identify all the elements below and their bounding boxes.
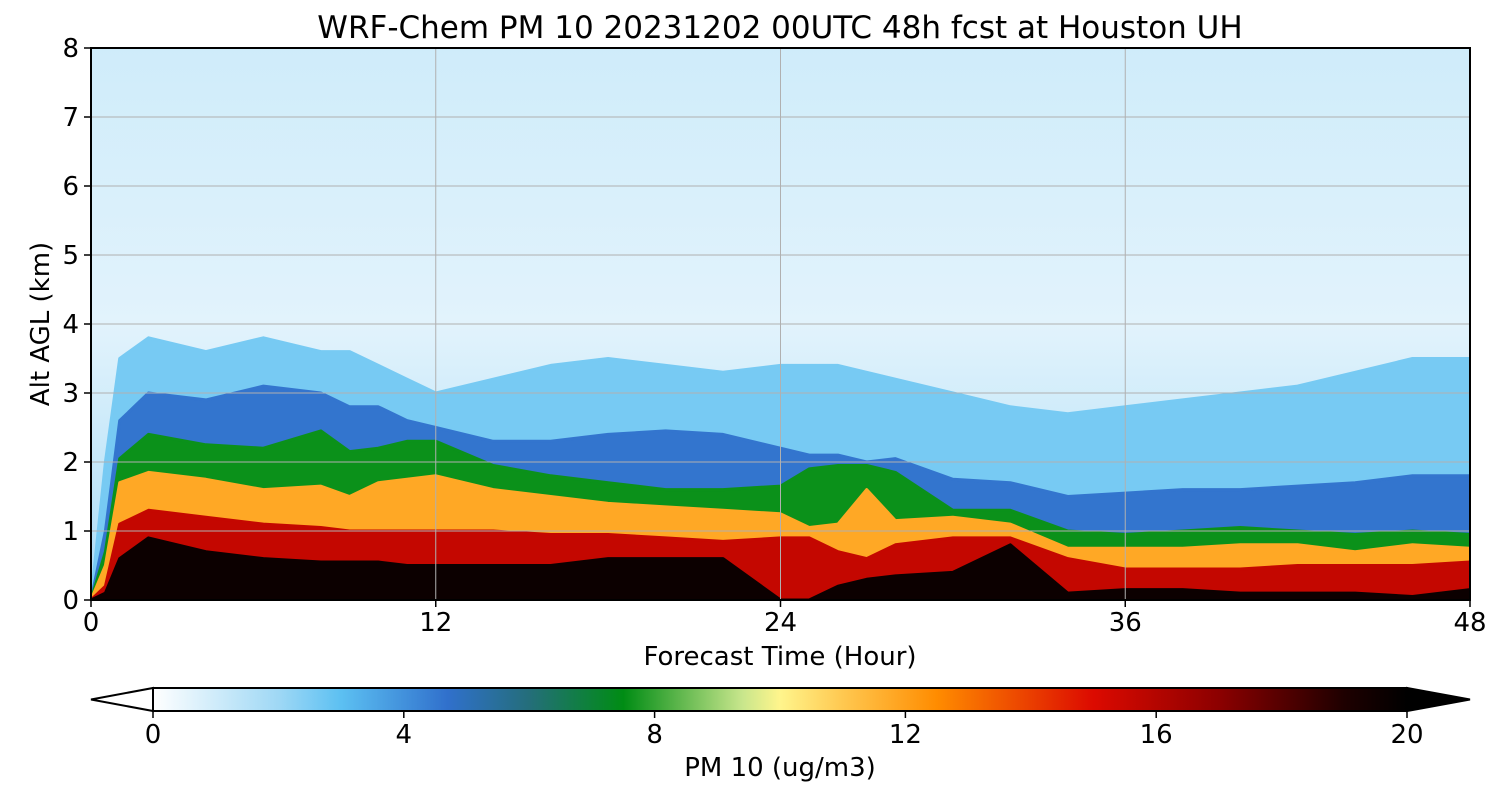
colorbar-tick-label: 8 <box>646 720 663 750</box>
colorbar-label: PM 10 (ug/m3) <box>684 753 876 783</box>
colorbar: 0 4 8 12 16 20 <box>90 686 1471 750</box>
y-tick-label: 7 <box>62 103 79 133</box>
y-tick-label: 5 <box>62 241 79 271</box>
y-tick-label: 1 <box>62 517 79 547</box>
y-tick-label: 4 <box>62 310 79 340</box>
colorbar-tick-label: 4 <box>396 720 413 750</box>
x-tick-label: 12 <box>419 608 452 638</box>
x-tick-label: 36 <box>1109 608 1142 638</box>
colorbar-frame <box>152 687 1408 712</box>
x-axis-label: Forecast Time (Hour) <box>643 642 916 672</box>
colorbar-tick-label: 12 <box>889 720 922 750</box>
colorbar-tick-label: 16 <box>1140 720 1173 750</box>
colorbar-gradient <box>153 688 1407 711</box>
x-tick-label: 24 <box>764 608 797 638</box>
colorbar-tick-label: 0 <box>145 720 162 750</box>
y-tick-label: 8 <box>62 34 79 64</box>
colorbar-extend-min-arrow <box>90 686 154 713</box>
x-tick-label: 0 <box>83 608 100 638</box>
plot-area <box>91 48 1470 600</box>
y-tick-label: 0 <box>62 586 79 616</box>
colorbar-extend-max-arrow <box>1406 686 1471 713</box>
y-axis-label: Alt AGL (km) <box>26 242 56 406</box>
chart-title: WRF-Chem PM 10 20231202 00UTC 48h fcst a… <box>317 10 1242 46</box>
colorbar-tick-label: 20 <box>1390 720 1423 750</box>
y-tick-label: 2 <box>62 448 79 478</box>
y-tick-label: 6 <box>62 172 79 202</box>
x-tick-label: 48 <box>1453 608 1486 638</box>
y-tick-label: 3 <box>62 379 79 409</box>
